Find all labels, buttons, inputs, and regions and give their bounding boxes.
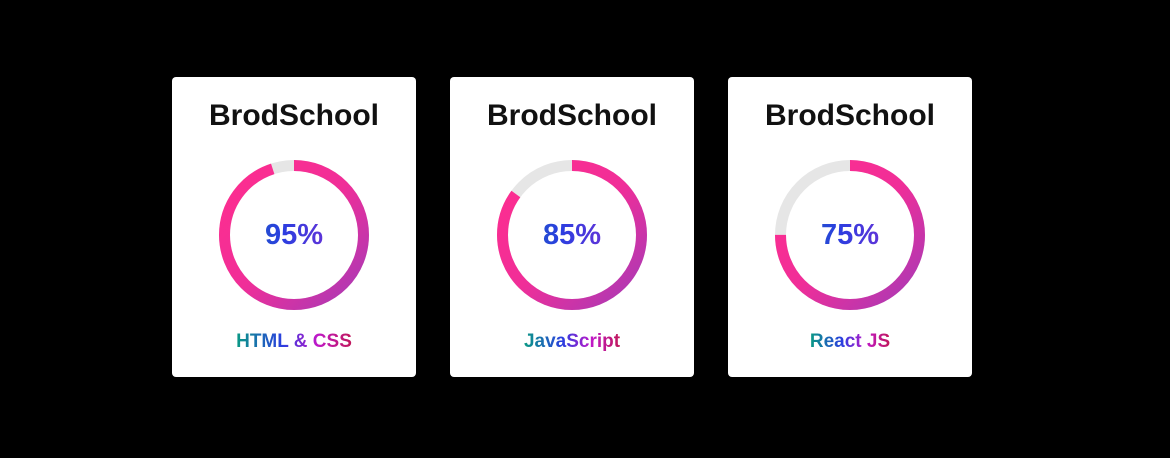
card: BrodSchool 85% JavaScript: [450, 77, 694, 377]
percent-label: 75%: [728, 219, 972, 252]
skill-label: React JS: [728, 331, 972, 353]
ring-progress: [219, 160, 369, 310]
progress-ring: [775, 160, 925, 310]
skill-label: JavaScript: [450, 331, 694, 353]
progress-ring: [219, 160, 369, 310]
skill-label-text: JavaScript: [523, 331, 621, 352]
ring-progress: [775, 160, 925, 310]
skill-label-text: React JS: [809, 331, 891, 352]
card-title: BrodSchool: [487, 99, 657, 132]
percent-label: 85%: [450, 219, 694, 252]
percent-label: 95%: [172, 219, 416, 252]
ring-progress: [497, 160, 647, 310]
card-title: BrodSchool: [765, 99, 935, 132]
card: BrodSchool 95% HTML & CSS: [172, 77, 416, 377]
skill-label: HTML & CSS: [172, 331, 416, 353]
card-title: BrodSchool: [209, 99, 379, 132]
skill-label-text: HTML & CSS: [236, 331, 352, 352]
progress-ring: [497, 160, 647, 310]
card: BrodSchool 75% React JS: [728, 77, 972, 377]
